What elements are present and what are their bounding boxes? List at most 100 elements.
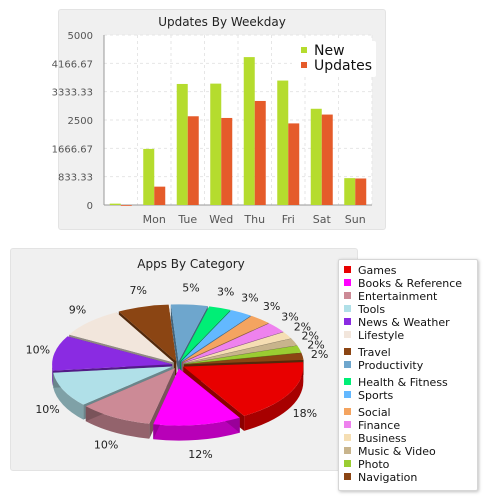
legend-swatch (344, 361, 351, 368)
pie-value-label: 2% (301, 329, 318, 342)
legend-swatch (344, 279, 351, 286)
x-tick-label: Wed (209, 213, 233, 226)
legend-label: Music & Video (358, 445, 436, 458)
y-tick-label: 833.33 (58, 173, 93, 184)
pie-legend: Games Books & Reference Entertainment Tools… (338, 259, 478, 491)
legend-label: Business (358, 432, 407, 445)
legend-swatch (344, 305, 351, 312)
legend-swatch (344, 331, 351, 338)
pie-slice-side (244, 366, 304, 431)
bar-new (310, 108, 322, 205)
pie-slice (85, 368, 175, 439)
pie-value-label: 3% (241, 292, 258, 305)
legend-label: Entertainment (358, 290, 438, 303)
legend-swatch (344, 473, 351, 480)
pie-value-label: 10% (94, 438, 118, 451)
legend-label: Photo (358, 458, 390, 471)
pie-value-label: 2% (307, 338, 324, 351)
legend-swatch (344, 292, 351, 299)
legend-label: Productivity (358, 359, 424, 372)
pie-value-label: 18% (293, 407, 317, 420)
pie-value-label: 3% (263, 300, 280, 313)
x-tick-label: Sun (345, 213, 366, 226)
legend-swatch (344, 266, 351, 273)
legend-item: Entertainment (344, 290, 437, 303)
pie-value-label: 12% (188, 448, 212, 461)
pie-slice-top (183, 352, 304, 365)
legend-item: Sports (344, 389, 393, 402)
legend-label: Travel (358, 346, 391, 359)
bar-new (176, 83, 188, 205)
legend-item: Music & Video (344, 445, 436, 458)
bar-new (210, 83, 222, 205)
x-tick-label: Thu (243, 213, 265, 226)
bar-new (143, 148, 155, 205)
pie-slices (52, 304, 304, 441)
bar-new (109, 203, 121, 205)
pie-slice-top (183, 338, 298, 364)
pie-slice-top (180, 306, 231, 362)
pie-slice-top (118, 304, 177, 362)
bar-updates (254, 100, 266, 205)
legend-item: Navigation (344, 471, 417, 484)
pie-value-label: 3% (281, 311, 298, 324)
legend-label: Updates (314, 58, 372, 74)
legend-item: Games (344, 264, 396, 277)
legend-swatch (344, 460, 351, 467)
legend-label: Lifestyle (358, 329, 405, 342)
bar-chart: 0 833.33 1666.67 2500 3333.33 4166.67 5000 Mon T… (52, 31, 376, 226)
pie-value-label: 10% (35, 403, 59, 416)
pie-slice-side (153, 417, 240, 441)
legend-label: Navigation (358, 471, 418, 484)
legend-swatch (344, 434, 351, 441)
pie-slice-side (53, 372, 84, 420)
legend-swatch (344, 318, 351, 325)
legend-label: News & Weather (358, 316, 450, 329)
y-tick-label: 4166.67 (52, 59, 93, 70)
legend-swatch (344, 408, 351, 415)
pie-slice-edge (170, 304, 179, 377)
legend-item: Lifestyle (344, 329, 404, 342)
legend-label: New (314, 43, 345, 59)
pie-value-label: 9% (69, 304, 86, 317)
x-tick-label: Mon (143, 213, 166, 226)
legend-label: Health & Fitness (358, 376, 448, 389)
pie-slice-top (183, 362, 304, 416)
y-tick-label: 1666.67 (52, 144, 93, 155)
bar-updates (187, 116, 199, 205)
bar-chart-title: Updates By Weekday (158, 15, 286, 29)
x-tick-label: Tue (177, 213, 197, 226)
pie-slice-top (52, 336, 173, 371)
x-tick-label: Sat (313, 213, 332, 226)
pie-chart-title: Apps By Category (137, 257, 245, 271)
legend-swatch (344, 391, 351, 398)
legend-swatch (344, 348, 351, 355)
y-tick-label: 5000 (68, 31, 93, 42)
pie-slice-top (85, 368, 175, 424)
legend-label: Books & Reference (358, 277, 463, 290)
legend-item: News & Weather (344, 316, 450, 329)
pie-slice-top (181, 315, 269, 363)
legend-item: Books & Reference (344, 277, 462, 290)
pie-value-label: 2% (294, 321, 311, 334)
pie-value-label: 2% (311, 348, 328, 361)
pie-slice-top (170, 304, 208, 362)
legend-swatch (344, 378, 351, 385)
pie-slice-top (183, 345, 302, 365)
legend-label: Sports (358, 389, 394, 402)
legend-item: Social (344, 406, 391, 419)
legend-label: Games (358, 264, 397, 277)
bar-new (344, 178, 356, 205)
pie-slice-top (153, 368, 240, 426)
bar-new (243, 57, 255, 205)
bar-legend (292, 41, 376, 77)
bar-updates (355, 178, 367, 205)
bar-updates (154, 186, 166, 205)
pie-value-label: 3% (217, 285, 234, 298)
legend-item: Health & Fitness (344, 376, 448, 389)
legend-item: Travel (344, 346, 391, 359)
y-tick-label: 2500 (68, 116, 93, 127)
legend-label: Tools (358, 303, 386, 316)
y-tick-label: 3333.33 (52, 88, 93, 99)
